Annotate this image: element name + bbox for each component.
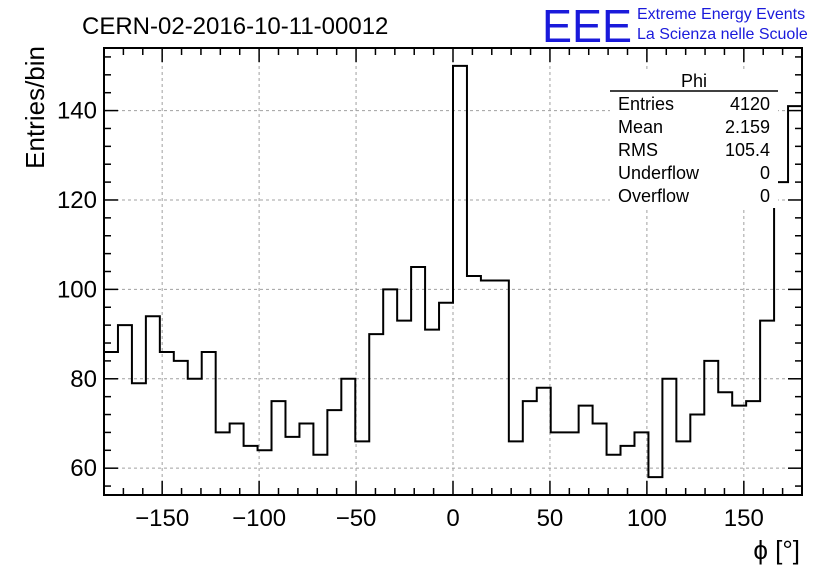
stats-label: Mean [618, 117, 663, 137]
eee-logo: EEE Extreme Energy Events La Scienza nel… [542, 0, 808, 52]
stats-value: 2.159 [725, 117, 770, 137]
histogram-bin [160, 352, 174, 495]
histogram-bin [174, 361, 188, 495]
histogram-bin [509, 441, 523, 495]
histogram-bin [662, 379, 676, 495]
stats-value: 4120 [730, 94, 770, 114]
stats-value: 0 [760, 186, 770, 206]
histogram-bin [746, 401, 760, 495]
x-tick-label: −50 [336, 505, 377, 532]
y-axis-ticks: 60 80 100 120 140 [57, 56, 802, 487]
y-tick-label: 140 [57, 98, 97, 125]
histogram-bin [621, 446, 635, 495]
stats-box-title: Phi [681, 71, 707, 91]
histogram-bin [718, 392, 732, 495]
histogram-bin [341, 379, 355, 495]
histogram-outline [104, 64, 802, 479]
histogram-bin [230, 423, 244, 495]
x-tick-label: −150 [135, 505, 189, 532]
stats-row-entries: Entries 4120 [618, 94, 770, 114]
histogram-bin [704, 361, 718, 495]
histogram-bin [690, 415, 704, 495]
logo-line-1: Extreme Energy Events [637, 6, 805, 23]
histogram-bin [369, 334, 383, 495]
histogram-bin [383, 289, 397, 495]
histogram-bin [774, 182, 788, 495]
stats-row-overflow: Overflow 0 [618, 186, 770, 206]
y-axis-label: Entries/bin [20, 46, 50, 169]
histogram-bin [104, 352, 118, 495]
x-tick-label: 0 [446, 505, 459, 532]
stats-row-rms: RMS 105.4 [618, 140, 770, 160]
chart-title: CERN-02-2016-10-11-00012 [82, 13, 388, 40]
y-tick-label: 120 [57, 187, 97, 214]
x-axis-ticks: −150 −100 −50 0 50 100 150 [103, 48, 803, 532]
stats-row-underflow: Underflow 0 [618, 163, 770, 183]
histogram-bin [676, 441, 690, 495]
histogram-bin [244, 446, 258, 495]
stats-value: 0 [760, 163, 770, 183]
histogram-bin [397, 321, 411, 495]
y-tick-label: 60 [70, 455, 97, 482]
histogram-bin [355, 441, 369, 495]
stats-row-mean: Mean 2.159 [618, 117, 770, 137]
histogram-bin [760, 321, 774, 495]
logo-mark: EEE [542, 0, 632, 52]
histogram-bin [439, 303, 453, 495]
histogram-bin [453, 66, 467, 495]
histogram-bin [202, 352, 216, 495]
x-tick-label: 100 [627, 505, 667, 532]
histogram-bin [132, 383, 146, 495]
histogram-bin [579, 406, 593, 495]
histogram-bin [425, 330, 439, 495]
x-tick-label: 150 [724, 505, 764, 532]
x-tick-label: 50 [537, 505, 564, 532]
histogram-bin [523, 401, 537, 495]
y-tick-label: 80 [70, 366, 97, 393]
histogram-bin [313, 455, 327, 495]
stats-label: Overflow [618, 186, 690, 206]
y-tick-label: 100 [57, 276, 97, 303]
histogram-bin [593, 423, 607, 495]
x-axis-label: ϕ [°] [753, 535, 800, 565]
histogram-bin [411, 267, 425, 495]
histogram-bin [648, 477, 662, 495]
stats-label: Underflow [618, 163, 700, 183]
histogram-bin [495, 280, 509, 495]
x-tick-label: −100 [232, 505, 286, 532]
histogram-bin [481, 280, 495, 495]
histogram-bin [146, 316, 160, 495]
histogram-bin [467, 276, 481, 495]
histogram-bin [118, 325, 132, 495]
stats-box: Phi Entries 4120 Mean 2.159 RMS 105.4 Un… [610, 70, 778, 208]
logo-line-2: La Scienza nelle Scuole [637, 26, 808, 43]
histogram-bin [537, 388, 551, 495]
histogram-bin [551, 432, 565, 495]
stats-label: RMS [618, 140, 658, 160]
stats-value: 105.4 [725, 140, 770, 160]
histogram-bin [299, 423, 313, 495]
stats-box-background [610, 70, 778, 208]
histogram-bin [272, 401, 286, 495]
histogram-bin [285, 437, 299, 495]
stats-label: Entries [618, 94, 674, 114]
histogram-bin [327, 410, 341, 495]
histogram-bin [565, 432, 579, 495]
histogram-bin [216, 432, 230, 495]
histogram-bin [188, 379, 202, 495]
